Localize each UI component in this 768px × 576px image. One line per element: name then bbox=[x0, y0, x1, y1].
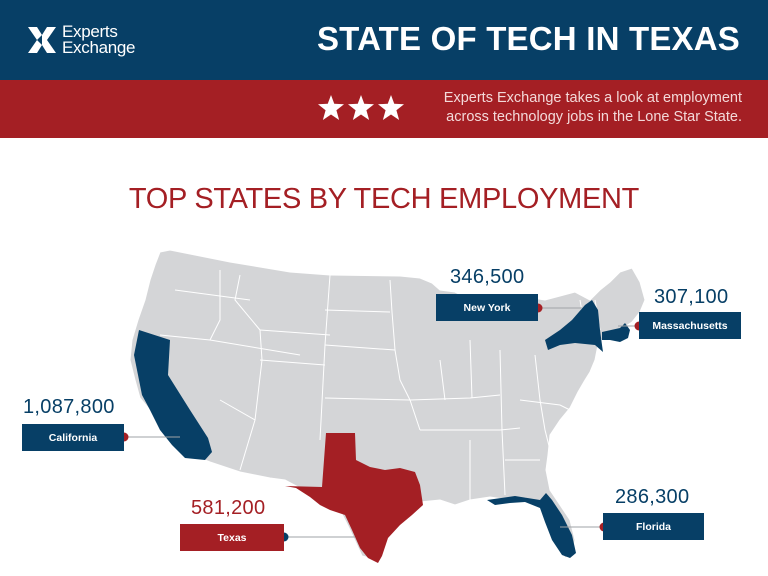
state-new-york[interactable] bbox=[545, 300, 603, 352]
star-icon bbox=[378, 95, 404, 120]
x-logo-icon bbox=[28, 27, 56, 53]
value-new-york: 346,500 bbox=[450, 266, 525, 288]
label-massachusetts: Massachusetts bbox=[639, 312, 741, 339]
label-california: California bbox=[22, 424, 124, 451]
state-massachusetts[interactable] bbox=[602, 323, 630, 342]
state-texas[interactable] bbox=[285, 433, 423, 563]
brand-logo[interactable]: Experts Exchange bbox=[28, 22, 136, 57]
leader-lines bbox=[124, 307, 640, 538]
chart-title: TOP STATES BY TECH EMPLOYMENT bbox=[128, 183, 640, 215]
value-california: 1,087,800 bbox=[23, 396, 115, 418]
tagline-banner bbox=[0, 80, 768, 138]
stars-group bbox=[318, 95, 404, 120]
value-florida: 286,300 bbox=[615, 486, 690, 508]
star-icon bbox=[348, 95, 374, 120]
state-borders bbox=[159, 270, 601, 500]
label-texas: Texas bbox=[180, 524, 284, 551]
page-title: STATE OF TECH IN TEXAS bbox=[316, 20, 740, 57]
brand-name: Experts Exchange bbox=[62, 22, 136, 57]
label-florida: Florida bbox=[603, 513, 704, 540]
value-massachusetts: 307,100 bbox=[654, 286, 729, 308]
state-florida[interactable] bbox=[487, 493, 576, 558]
tagline-text: Experts Exchange takes a look at employm… bbox=[443, 90, 742, 125]
header-bar: Experts Exchange STATE OF TECH IN TEXAS bbox=[0, 0, 768, 80]
star-icon bbox=[318, 95, 344, 120]
brand-line1: Experts bbox=[62, 22, 118, 41]
brand-line2: Exchange bbox=[62, 38, 136, 57]
label-new-york: New York bbox=[436, 294, 538, 321]
state-california[interactable] bbox=[134, 330, 212, 460]
value-texas: 581,200 bbox=[191, 497, 266, 519]
